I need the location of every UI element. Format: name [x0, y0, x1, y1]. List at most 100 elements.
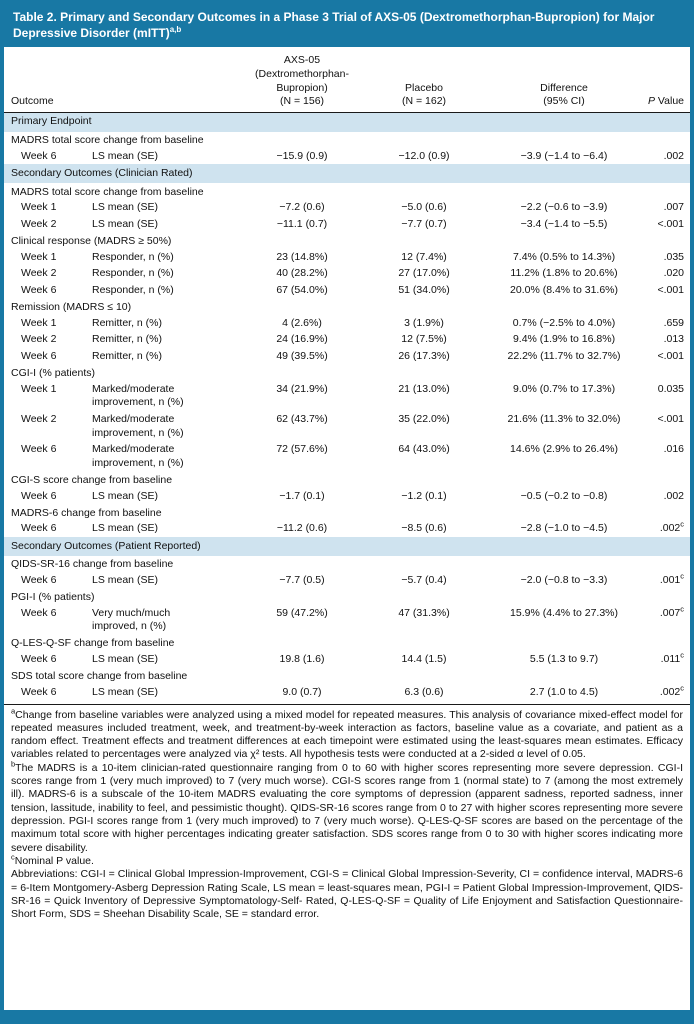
category-label: CGI-S score change from baseline — [11, 474, 173, 487]
placebo-value: 64 (43.0%) — [398, 443, 450, 456]
data-row: Week 6 Marked/moderate improvement, n (%)… — [4, 441, 690, 471]
col-header-placebo: Placebo (N = 162) — [401, 81, 447, 108]
measure-label: LS mean (SE) — [92, 522, 158, 535]
p-value: .011c — [660, 650, 685, 666]
p-value: <.001 — [657, 217, 685, 230]
placebo-value: 35 (22.0%) — [398, 412, 450, 425]
measure-label: Responder, n (%) — [92, 283, 174, 296]
week-label: Week 2 — [21, 267, 57, 280]
difference-value: 0.7% (−2.5% to 4.0%) — [512, 316, 616, 329]
category-row: QIDS-SR-16 change from baseline — [4, 556, 690, 572]
category-row: Remission (MADRS ≤ 10) — [4, 298, 690, 314]
data-row: Week 2 Responder, n (%) 40 (28.2%) 27 (17.0… — [4, 265, 690, 282]
category-row: SDS total score change from baseline — [4, 668, 690, 684]
week-label: Week 1 — [21, 382, 57, 395]
category-row: MADRS total score change from baseline — [4, 183, 690, 199]
axs05-value: −7.7 (0.5) — [279, 573, 325, 586]
week-label: Week 6 — [21, 573, 57, 586]
p-value: .035 — [663, 250, 685, 263]
p-value-superscript: c — [680, 650, 685, 660]
axs05-value: −15.9 (0.9) — [276, 149, 328, 162]
category-row: CGI-I (% patients) — [4, 365, 690, 381]
axs05-value: −1.7 (0.1) — [279, 489, 325, 502]
section-label: Secondary Outcomes (Patient Reported) — [4, 537, 690, 556]
week-label: Week 6 — [21, 149, 57, 162]
measure-label: LS mean (SE) — [92, 685, 158, 698]
table-title-bar: Table 2. Primary and Secondary Outcomes … — [4, 4, 690, 48]
measure-label: LS mean (SE) — [92, 653, 158, 666]
col-header-axs05: AXS-05 (Dextromethorphan- Bupropion) (N … — [255, 54, 349, 108]
difference-value: −3.4 (−1.4 to −5.5) — [520, 217, 608, 230]
difference-value: 22.2% (11.7% to 32.7%) — [507, 349, 621, 362]
placebo-value: −1.2 (0.1) — [401, 489, 447, 502]
category-label: Clinical response (MADRS ≥ 50%) — [11, 234, 172, 247]
axs05-value: 49 (39.5%) — [276, 349, 328, 362]
difference-value: −2.2 (−0.6 to −3.9) — [520, 201, 608, 214]
data-row: Week 6 LS mean (SE) −15.9 (0.9) −12.0 (0.9)… — [4, 148, 690, 165]
placebo-value: 6.3 (0.6) — [404, 685, 444, 698]
section-row: Primary Endpoint — [4, 112, 690, 132]
p-value: .002 — [663, 149, 685, 162]
axs05-value: 72 (57.6%) — [276, 443, 328, 456]
data-row: Week 2 Marked/moderate improvement, n (%)… — [4, 411, 690, 441]
week-label: Week 1 — [21, 250, 57, 263]
p-value-superscript: c — [680, 519, 685, 529]
axs05-value: 19.8 (1.6) — [279, 653, 325, 666]
week-label: Week 1 — [21, 201, 57, 214]
header-row: Outcome AXS-05 (Dextromethorphan- Buprop… — [4, 53, 690, 113]
axs05-value: −7.2 (0.6) — [279, 201, 325, 214]
category-label: CGI-I (% patients) — [11, 367, 96, 380]
footnote-abbreviations: Abbreviations: CGI-I = Clinical Global I… — [11, 868, 683, 921]
difference-value: 20.0% (8.4% to 31.6%) — [510, 283, 618, 296]
difference-value: −3.9 (−1.4 to −6.4) — [520, 149, 608, 162]
difference-value: −0.5 (−0.2 to −0.8) — [520, 489, 608, 502]
footnote-c: cNominal P value. — [11, 852, 94, 868]
difference-value: −2.8 (−1.0 to −4.5) — [520, 522, 608, 535]
axs05-value: 4 (2.6%) — [282, 316, 322, 329]
axs05-value: 62 (43.7%) — [276, 412, 328, 425]
section-label: Secondary Outcomes (Clinician Rated) — [4, 164, 690, 183]
category-label: MADRS total score change from baseline — [11, 134, 204, 147]
difference-value: 11.2% (1.8% to 20.6%) — [510, 267, 618, 280]
section-row: Secondary Outcomes (Clinician Rated) — [4, 164, 690, 183]
category-label: Remission (MADRS ≤ 10) — [11, 300, 132, 313]
p-value-superscript: c — [680, 683, 685, 693]
week-label: Week 6 — [21, 283, 57, 296]
week-label: Week 6 — [21, 522, 57, 535]
p-value: <.001 — [657, 349, 685, 362]
p-value: <.001 — [657, 412, 685, 425]
week-label: Week 2 — [21, 412, 57, 425]
p-value: .002c — [659, 519, 685, 535]
placebo-value: 12 (7.4%) — [401, 250, 447, 263]
category-label: MADRS-6 change from baseline — [11, 506, 162, 519]
data-row: Week 6 Very much/much improved, n (%) 59 (… — [4, 605, 690, 635]
footnote-marker: a — [11, 706, 16, 715]
week-label: Week 6 — [21, 349, 57, 362]
measure-label: LS mean (SE) — [92, 201, 158, 214]
placebo-value: −5.7 (0.4) — [401, 573, 447, 586]
placebo-value: 26 (17.3%) — [398, 349, 450, 362]
p-value: .007 — [663, 201, 685, 214]
measure-label: Marked/moderate improvement, n (%) — [92, 412, 184, 439]
col-header-pvalue: P Value — [640, 53, 690, 112]
p-value: .007c — [659, 604, 685, 619]
category-row: MADRS total score change from baseline — [4, 132, 690, 148]
measure-label: LS mean (SE) — [92, 149, 158, 162]
axs05-value: −11.2 (0.6) — [276, 522, 328, 535]
data-row: Week 1 Remitter, n (%) 4 (2.6%) 3 (1.9%) 0.7… — [4, 315, 690, 332]
footnote-marker: c — [11, 852, 15, 862]
footnote-marker: b — [11, 759, 16, 769]
pvalue-rest: Value — [655, 95, 685, 108]
p-value-superscript: c — [680, 571, 685, 581]
difference-value: 21.6% (11.3% to 32.0%) — [507, 412, 621, 425]
category-row: MADRS-6 change from baseline — [4, 504, 690, 520]
data-row: Week 6 LS mean (SE) 9.0 (0.7) 6.3 (0.6) 2.7 … — [4, 684, 690, 701]
measure-label: Remitter, n (%) — [92, 349, 163, 362]
measure-label: LS mean (SE) — [92, 489, 158, 502]
measure-label: Responder, n (%) — [92, 250, 174, 263]
placebo-value: 12 (7.5%) — [401, 333, 447, 346]
measure-label: Marked/moderate improvement, n (%) — [92, 443, 184, 469]
category-row: PGI-I (% patients) — [4, 589, 690, 605]
placebo-value: 21 (13.0%) — [398, 382, 450, 395]
category-label: QIDS-SR-16 change from baseline — [11, 558, 174, 571]
